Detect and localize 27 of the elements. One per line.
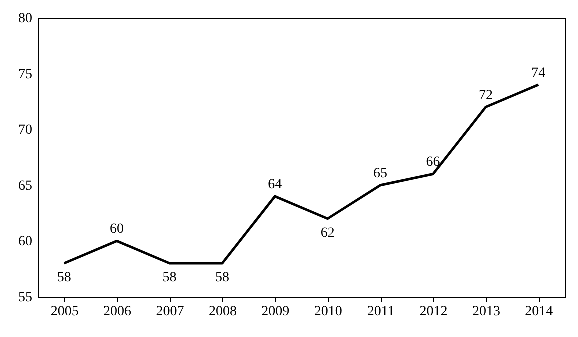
x-tick-label: 2008: [208, 304, 237, 320]
data-label: 74: [532, 66, 546, 81]
data-label: 64: [268, 178, 282, 193]
x-tick-label: 2010: [314, 304, 342, 320]
y-tick-label: 55: [18, 290, 32, 306]
data-label: 58: [57, 270, 72, 286]
line-series: [63, 84, 540, 265]
x-tick-label: 2007: [156, 304, 184, 320]
x-tick-label: 2014: [525, 304, 554, 320]
y-tick-label: 75: [18, 67, 32, 82]
x-tick-label: 2006: [104, 304, 132, 320]
y-tick-label: 80: [18, 12, 32, 26]
x-tick-label: 2013: [472, 304, 500, 320]
x-tick-label: 2012: [420, 304, 448, 320]
data-label: 65: [374, 166, 388, 182]
x-tick-label: 2011: [367, 304, 395, 320]
data-label: 60: [110, 222, 124, 238]
x-tick-label: 2009: [262, 304, 290, 320]
data-label: 58: [215, 270, 230, 286]
data-label: 66: [426, 155, 440, 170]
data-label: 62: [320, 226, 335, 241]
x-tick-label: 2005: [50, 304, 79, 320]
data-label: 58: [162, 270, 177, 286]
y-tick-label: 60: [18, 234, 32, 250]
y-tick-label: 65: [18, 178, 32, 194]
data-label: 72: [478, 88, 493, 104]
y-tick-label: 70: [18, 123, 32, 138]
